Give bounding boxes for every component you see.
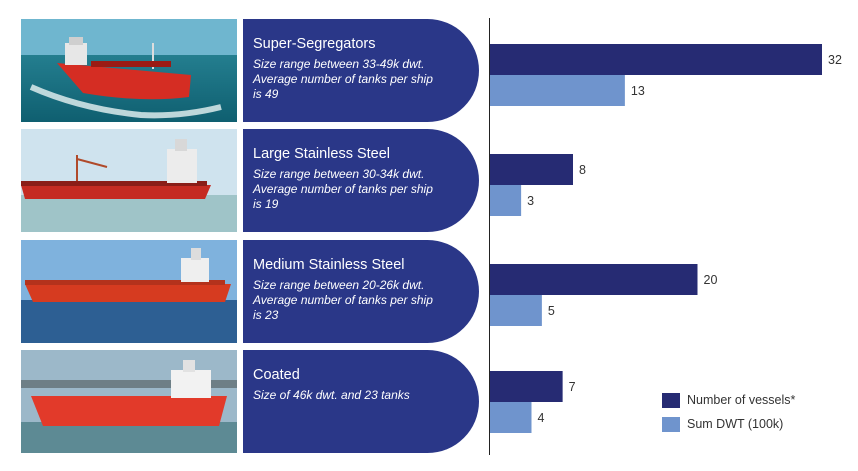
data-label-dwt: 13 [631,84,645,98]
legend-item-dwt: Sum DWT (100k) [662,413,795,435]
category-row: Coated Size of 46k dwt. and 23 tanks [21,350,481,456]
category-row: Large Stainless Steel Size range between… [21,129,481,235]
data-label-dwt: 4 [538,411,545,425]
bar-dwt [490,402,532,433]
chart-axis-line [489,18,490,455]
ship-photo-large-stainless-steel [21,129,237,232]
bar-vessels [490,371,563,402]
data-label-vessels: 7 [569,380,576,394]
category-label-box: Medium Stainless Steel Size range betwee… [243,240,479,343]
data-label-vessels: 20 [704,273,718,287]
legend-swatch-vessels [662,392,680,408]
bar-dwt [490,295,542,326]
bar-vessels [490,154,573,185]
category-row: Medium Stainless Steel Size range betwee… [21,240,481,346]
data-label-dwt: 5 [548,304,555,318]
bar-vessels [490,264,698,295]
data-label-dwt: 3 [527,194,534,208]
ship-photo-super-segregators [21,19,237,122]
category-description: Size range between 20-26k dwt. Average n… [253,278,433,322]
category-label-box: Coated Size of 46k dwt. and 23 tanks [243,350,479,453]
legend-label-vessels: Number of vessels* [687,393,796,407]
data-label-vessels: 8 [579,163,586,177]
category-title: Super-Segregators [253,36,376,52]
category-title: Large Stainless Steel [253,146,391,162]
category-label-box: Large Stainless Steel Size range between… [243,129,479,232]
legend-swatch-dwt [662,416,680,432]
bar-dwt [490,75,625,106]
data-label-vessels: 32 [828,53,842,67]
category-row: Super-Segregators Size range between 33-… [21,19,481,125]
category-title: Medium Stainless Steel [253,257,405,273]
category-description: Size range between 30-34k dwt. Average n… [253,167,433,211]
bar-vessels [490,44,822,75]
legend-item-vessels: Number of vessels* [662,389,795,411]
category-description: Size of 46k dwt. and 23 tanks [253,388,410,402]
legend-label-dwt: Sum DWT (100k) [687,417,784,431]
category-label-box: Super-Segregators Size range between 33-… [243,19,479,122]
ship-photo-coated [21,350,237,453]
category-title: Coated [253,367,300,383]
ship-photo-medium-stainless-steel [21,240,237,343]
category-description: Size range between 33-49k dwt. Average n… [253,57,433,101]
chart-legend: Number of vessels* Sum DWT (100k) [662,389,795,437]
bar-dwt [490,185,522,216]
